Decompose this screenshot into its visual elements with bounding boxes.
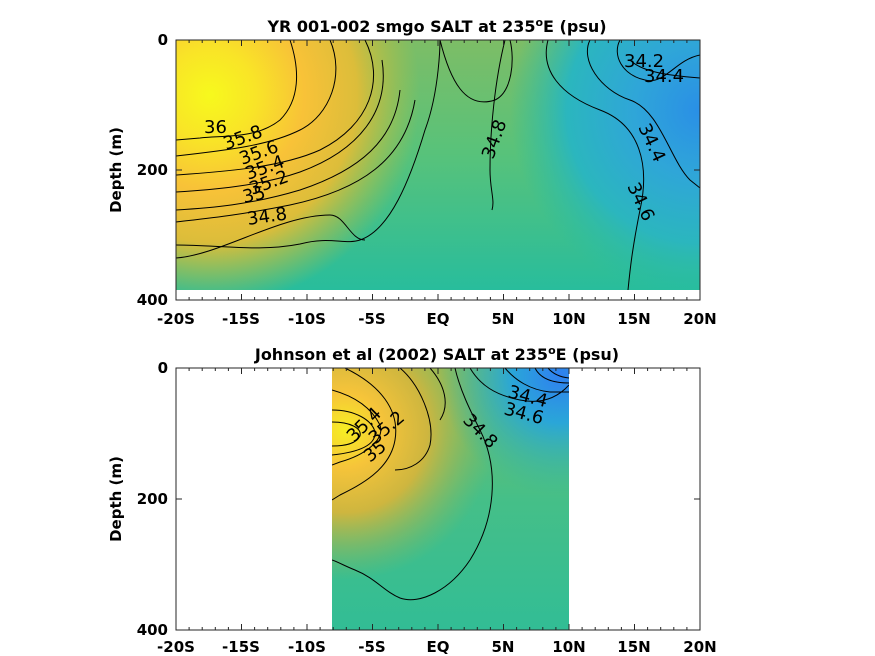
top-title-superscript: o bbox=[535, 16, 543, 29]
bottom-y-axis-label: Depth (m) bbox=[107, 456, 125, 542]
bottom-tick-marks bbox=[175, 367, 701, 631]
x-tick-label: -5S bbox=[358, 310, 385, 328]
x-tick-label: -15S bbox=[222, 638, 260, 656]
x-tick-label: -20S bbox=[157, 310, 195, 328]
x-tick-label: EQ bbox=[427, 310, 450, 328]
top-contour-label: 35 bbox=[241, 183, 268, 208]
x-tick-label: 5N bbox=[492, 310, 515, 328]
bottom-title: Johnson et al (2002) SALT at 235oE (psu) bbox=[254, 344, 619, 364]
x-tick-label: -15S bbox=[222, 310, 260, 328]
top-contour-label: 36 bbox=[204, 117, 227, 138]
x-tick-label: 10N bbox=[552, 310, 585, 328]
x-tick-label: 15N bbox=[617, 310, 650, 328]
x-tick-label: -20S bbox=[157, 638, 195, 656]
bottom-title-superscript: o bbox=[548, 344, 556, 357]
y-tick-label: 200 bbox=[137, 490, 168, 508]
x-tick-label: -10S bbox=[288, 638, 326, 656]
x-tick-label: 15N bbox=[617, 638, 650, 656]
bottom-field bbox=[332, 368, 569, 630]
top-contour-labels: 34.2 34.4 36 35.8 35.6 35.4 35.2 35 34.8… bbox=[204, 51, 684, 230]
x-tick-label: -5S bbox=[358, 638, 385, 656]
x-tick-label: EQ bbox=[427, 638, 450, 656]
x-tick-label: 20N bbox=[683, 638, 716, 656]
y-tick-label: 0 bbox=[158, 359, 168, 377]
top-contour-label: 34.4 bbox=[644, 66, 684, 87]
top-title: YR 001-002 smgo SALT at 235oE (psu) bbox=[266, 16, 606, 36]
x-tick-label: 10N bbox=[552, 638, 585, 656]
x-tick-label: 5N bbox=[492, 638, 515, 656]
top-tick-marks bbox=[175, 39, 701, 301]
bottom-panel: Johnson et al (2002) SALT at 235oE (psu)… bbox=[107, 344, 717, 656]
x-tick-label: 20N bbox=[683, 310, 716, 328]
top-panel: YR 001-002 smgo SALT at 235oE (psu) 34.2 bbox=[107, 16, 717, 328]
y-tick-label: 0 bbox=[158, 31, 168, 49]
bottom-y-tick-labels: 0 200 400 bbox=[137, 359, 168, 639]
y-tick-label: 400 bbox=[137, 291, 168, 309]
bottom-x-tick-labels: -20S -15S -10S -5S EQ 5N 10N 15N 20N bbox=[157, 638, 717, 656]
top-x-tick-labels: -20S -15S -10S -5S EQ 5N 10N 15N 20N bbox=[157, 310, 717, 328]
bottom-contour-lines bbox=[332, 368, 569, 601]
top-y-tick-labels: 0 200 400 bbox=[137, 31, 168, 309]
top-field bbox=[176, 40, 700, 290]
y-tick-label: 400 bbox=[137, 621, 168, 639]
x-tick-label: -10S bbox=[288, 310, 326, 328]
y-tick-label: 200 bbox=[137, 161, 168, 179]
top-contour-lines bbox=[175, 39, 701, 291]
top-y-axis-label: Depth (m) bbox=[107, 127, 125, 213]
top-contour-label: 34.2 bbox=[624, 51, 664, 72]
